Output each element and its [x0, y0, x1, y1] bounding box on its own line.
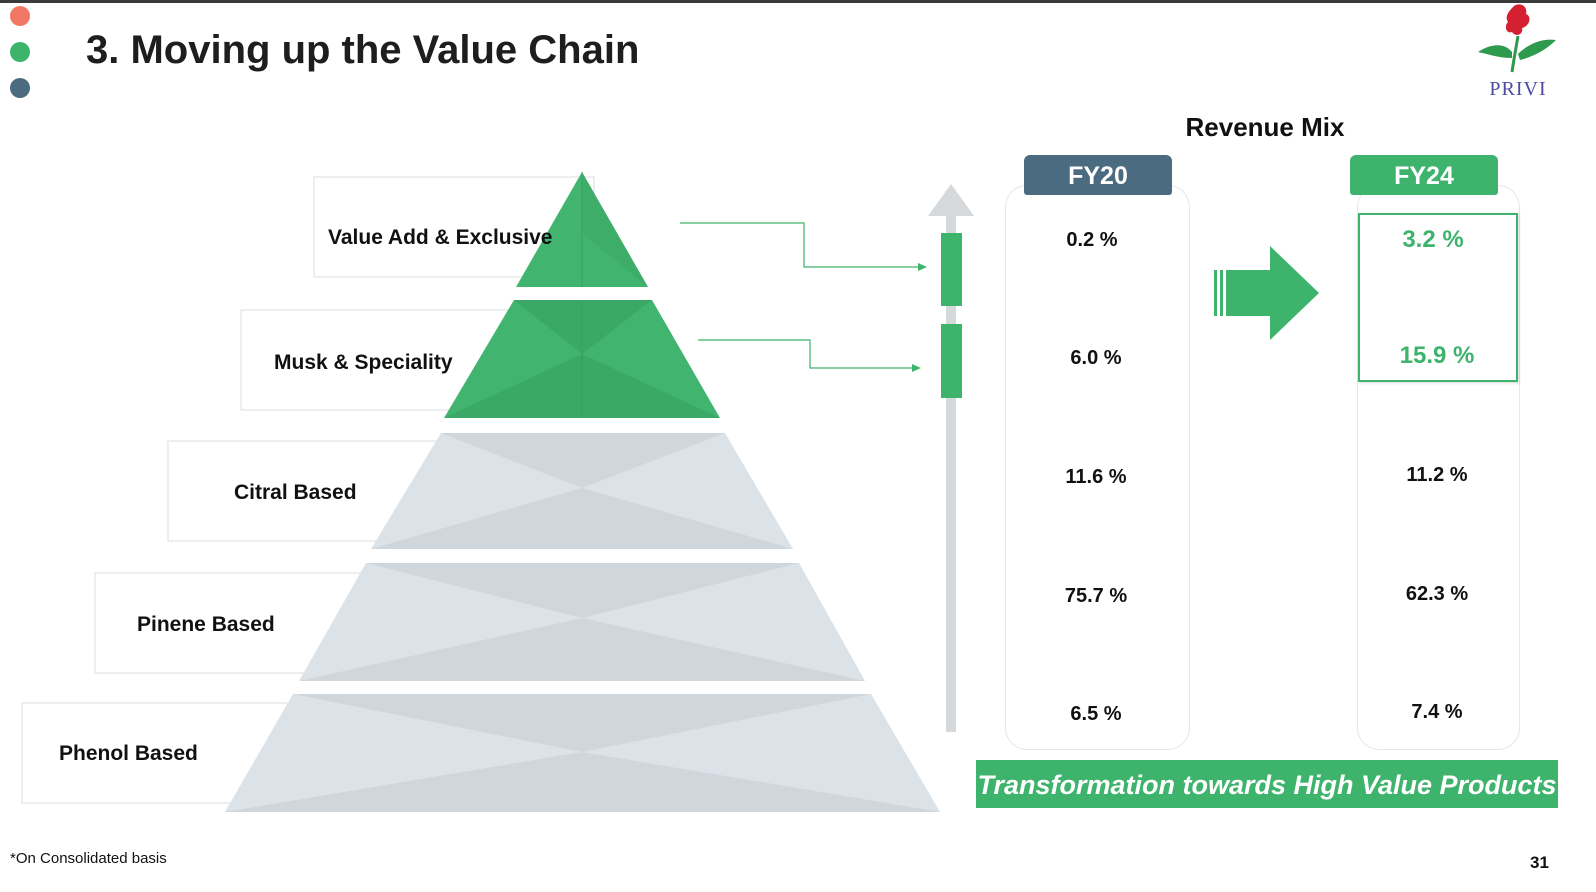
fy24-column: [1357, 185, 1520, 750]
fy20-pinene: 75.7 %: [1064, 585, 1128, 607]
fy20-citral: 11.6 %: [1065, 466, 1127, 488]
tier-musk: [444, 300, 720, 418]
pyramid-label-pinene: Pinene Based: [137, 613, 275, 636]
transformation-banner: Transformation towards High Value Produc…: [976, 760, 1558, 808]
pyramid-label-citral: Citral Based: [234, 481, 357, 504]
fy20-column: [1005, 185, 1190, 750]
pyramid-label-musk: Musk & Speciality: [274, 351, 453, 374]
slide-title: 3. Moving up the Value Chain: [86, 28, 640, 72]
transition-arrow-icon: [1214, 246, 1319, 340]
pyramid-label-value-add: Value Add & Exclusive: [328, 226, 553, 249]
tier-value-add: [516, 172, 648, 287]
green-dot-icon: [10, 42, 30, 62]
page-number: 31: [1530, 853, 1549, 872]
fy24-highlight-box: [1358, 213, 1518, 382]
tier-phenol: [225, 694, 940, 812]
fy20-header: FY20: [1024, 155, 1172, 195]
connector-arrow-1: [680, 222, 927, 271]
red-dot-icon: [10, 6, 30, 26]
slate-dot-icon: [10, 78, 30, 98]
fy24-pinene: 62.3 %: [1405, 583, 1469, 605]
pyramid-label-phenol: Phenol Based: [59, 742, 198, 765]
tier-citral: [371, 433, 793, 549]
fy24-header: FY24: [1350, 155, 1498, 195]
revenue-mix-title: Revenue Mix: [1185, 112, 1345, 142]
connector-arrow-2: [698, 339, 921, 372]
tier-pinene: [299, 563, 865, 681]
fy20-value-add: 0.2 %: [1066, 229, 1118, 251]
top-border: [0, 0, 1596, 3]
fy24-citral: 11.2 %: [1406, 464, 1468, 486]
fy20-phenol: 6.5 %: [1070, 703, 1122, 725]
fy20-musk: 6.0 %: [1070, 347, 1122, 369]
value-up-arrow: [928, 184, 974, 732]
fy24-phenol: 7.4 %: [1411, 701, 1463, 723]
fy24-musk: 15.9 %: [1399, 342, 1475, 369]
footnote: *On Consolidated basis: [10, 850, 167, 867]
privi-logo-icon: [1478, 4, 1556, 73]
fy24-value-add: 3.2 %: [1402, 226, 1464, 253]
logo-text: PRIVI: [1489, 78, 1547, 100]
